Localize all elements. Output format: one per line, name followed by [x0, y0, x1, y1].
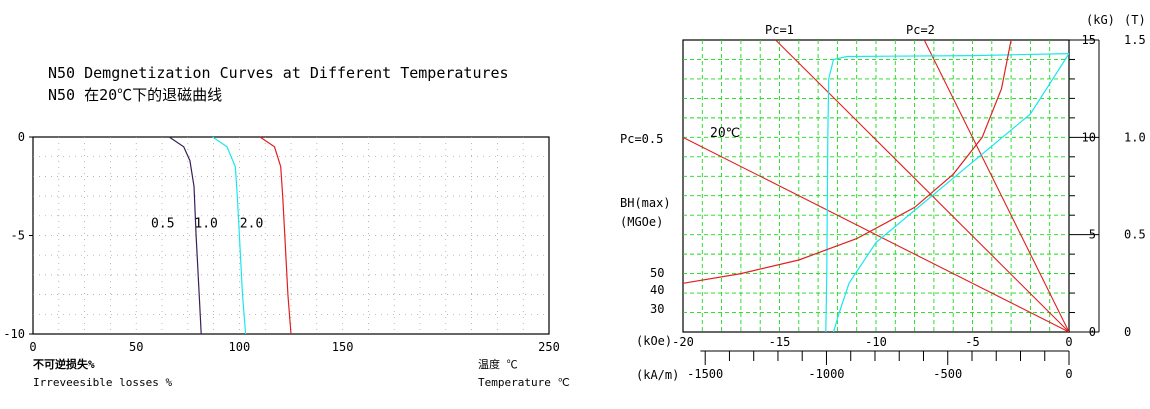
- kam-tick-label: 0: [1065, 367, 1072, 381]
- left-x-tick-label: 150: [332, 340, 354, 354]
- left-y-tick-label: -10: [3, 327, 25, 341]
- right-ticks: -20 -15 -10 -5 0 -1500 -1000 -500 0 15 1.5 10 1.0 5 0.…: [672, 33, 1146, 381]
- left-y-ticks: 0 -5 -10: [3, 130, 33, 341]
- right-x-koe-tick-label: -10: [865, 335, 887, 349]
- left-series-label-2.0: 2.0: [240, 217, 263, 232]
- right-series-line-0: [825, 53, 1069, 332]
- temperature-label: 20℃: [710, 126, 740, 141]
- left-xlabel-en: Irreveesible losses %: [33, 376, 172, 389]
- t-unit-label: (T): [1124, 13, 1146, 27]
- mgoe-label: (MGOe): [620, 215, 663, 229]
- left-y-tick-label: -5: [11, 229, 25, 243]
- left-xlabel-right-cn: 温度 ℃: [478, 357, 518, 371]
- left-series-line-1.0: [212, 136, 247, 335]
- left-chart-subtitle: N50 在20℃下的退磁曲线: [48, 86, 222, 104]
- kg-tick-label: 0: [1089, 325, 1096, 339]
- bhmax-label: BH(max): [620, 196, 671, 210]
- t-tick-label: 0: [1124, 325, 1131, 339]
- pc-line-0: [683, 136, 1069, 332]
- left-xlabel-cn: 不可逆损失%: [33, 357, 95, 371]
- bh-label-30: 30: [650, 302, 664, 316]
- left-chart-title: N50 Demgnetization Curves at Different T…: [48, 64, 509, 82]
- kam-tick-label: -1500: [687, 367, 723, 381]
- t-tick-label: 1.5: [1124, 33, 1146, 47]
- right-x-koe-tick-label: -15: [769, 335, 791, 349]
- left-series-group: [168, 136, 292, 335]
- left-series-label-0.5: 0.5: [151, 217, 174, 232]
- left-xlabel-right-en: Temperature ℃: [478, 376, 570, 389]
- left-x-tick-label: 50: [129, 340, 143, 354]
- pc-line-1: [775, 39, 1069, 332]
- right-x-koe-tick-label: 0: [1065, 335, 1072, 349]
- koe-unit-label: (kOe): [636, 334, 672, 348]
- left-series-line-0.5: [168, 136, 202, 335]
- bh-label-40: 40: [650, 283, 664, 297]
- right-pc-lines: [683, 39, 1069, 332]
- right-series-group: [683, 39, 1069, 332]
- pc-line-2: [923, 39, 1069, 332]
- left-demagnetization-chart: N50 Demgnetization Curves at Different T…: [3, 64, 570, 389]
- left-series-labels: 0.5 1.0 2.0: [151, 217, 263, 232]
- pc-2-label: Pc=2: [906, 23, 935, 37]
- kg-tick-label: 5: [1089, 228, 1096, 242]
- pc-1-label: Pc=1: [765, 23, 794, 37]
- right-grid: [683, 40, 1069, 332]
- t-tick-label: 0.5: [1124, 228, 1146, 242]
- kam-unit-label: (kA/m): [636, 368, 679, 382]
- left-series-line-2.0: [259, 136, 292, 335]
- right-bh-chart: -20 -15 -10 -5 0 -1500 -1000 -500 0 15 1.5 10 1.0 5 0.…: [620, 13, 1146, 382]
- kg-tick-label: 10: [1082, 130, 1096, 144]
- right-x-koe-tick-label: -5: [965, 335, 979, 349]
- kg-tick-label: 15: [1082, 33, 1096, 47]
- right-series-line-1: [832, 53, 1069, 332]
- t-tick-label: 1.0: [1124, 130, 1146, 144]
- kg-unit-label: (kG): [1086, 13, 1115, 27]
- left-x-tick-label: 250: [538, 340, 560, 354]
- kam-tick-label: -500: [933, 367, 962, 381]
- left-series-label-1.0: 1.0: [194, 217, 217, 232]
- kam-tick-label: -1000: [808, 367, 844, 381]
- pc-05-label: Pc=0.5: [620, 132, 663, 146]
- bh-label-50: 50: [650, 266, 664, 280]
- left-y-tick-label: 0: [18, 130, 25, 144]
- left-x-tick-label: 0: [29, 340, 36, 354]
- right-series-line-2: [683, 39, 1012, 284]
- left-grid: [33, 137, 549, 334]
- left-x-tick-label: 100: [229, 340, 251, 354]
- left-x-ticks: 0 50 100 150 250: [29, 340, 559, 354]
- right-x-koe-tick-label: -20: [672, 335, 694, 349]
